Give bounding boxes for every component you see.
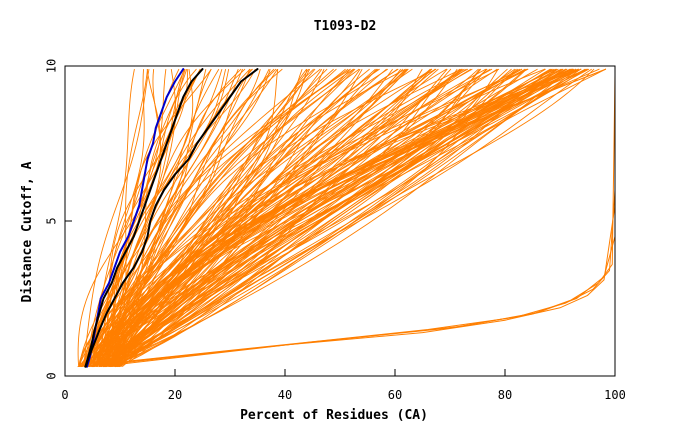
series-line-highlight-3 bbox=[84, 68, 259, 368]
chart-title: T1093-D2 bbox=[314, 19, 377, 34]
plot-area bbox=[64, 65, 616, 377]
series-line-bulk bbox=[84, 68, 201, 367]
series-line-bulk bbox=[106, 68, 571, 368]
series-line-bulk bbox=[91, 68, 567, 368]
series-line-bulk bbox=[110, 68, 586, 368]
bulk-series-group bbox=[77, 68, 615, 368]
series-line-bulk bbox=[102, 68, 589, 367]
series-line-bulk bbox=[85, 68, 334, 367]
series-line-highlight-2 bbox=[84, 68, 204, 368]
series-line-bulk bbox=[110, 68, 577, 367]
series-line-bulk bbox=[77, 68, 197, 367]
x-tick-label: 40 bbox=[278, 388, 292, 402]
series-line-bulk bbox=[111, 68, 568, 368]
x-tick-label: 100 bbox=[604, 388, 626, 402]
series-line-bulk bbox=[96, 68, 437, 367]
y-axis-label: Distance Cutoff, A bbox=[20, 161, 35, 302]
series-line-bulk bbox=[96, 68, 244, 367]
series-line-bulk bbox=[89, 68, 579, 367]
series-line-bulk bbox=[82, 68, 462, 367]
series-line-bulk bbox=[116, 68, 567, 368]
x-tick-label: 0 bbox=[61, 388, 68, 402]
series-line-bulk bbox=[104, 68, 239, 367]
series-line-bulk bbox=[87, 68, 577, 367]
highlight-series-group bbox=[84, 68, 259, 368]
series-line-bulk bbox=[78, 68, 389, 367]
series-line-bulk bbox=[91, 68, 607, 367]
y-tick-label: 0 bbox=[45, 372, 59, 379]
x-axis-label: Percent of Residues (CA) bbox=[240, 408, 428, 423]
series-line-bulk bbox=[105, 68, 590, 368]
series-line-bulk bbox=[118, 68, 380, 367]
series-line-bulk bbox=[83, 69, 150, 367]
series-line-bulk bbox=[109, 68, 582, 367]
series-line-bulk bbox=[78, 68, 529, 367]
series-line-bulk bbox=[92, 68, 586, 367]
series-line-bulk bbox=[104, 68, 562, 368]
series-line-bulk bbox=[78, 68, 387, 367]
y-tick-label: 5 bbox=[45, 217, 59, 224]
x-tick-label: 80 bbox=[498, 388, 512, 402]
series-line-bulk bbox=[117, 68, 303, 368]
series-line-bulk bbox=[81, 68, 521, 367]
series-line-bulk-special bbox=[114, 69, 615, 365]
series-line-bulk bbox=[93, 68, 592, 368]
series-line-bulk bbox=[87, 68, 472, 367]
series-line-bulk bbox=[100, 68, 579, 367]
series-line-bulk bbox=[115, 68, 432, 368]
x-axis: 0 20 40 60 80 100 bbox=[61, 369, 626, 402]
series-line-bulk bbox=[86, 68, 251, 368]
series-line-bulk-special bbox=[136, 69, 615, 361]
y-axis: 0 5 10 bbox=[45, 59, 72, 380]
series-line-bulk bbox=[83, 68, 246, 367]
x-tick-label: 60 bbox=[388, 388, 402, 402]
y-tick-label: 10 bbox=[45, 59, 59, 73]
series-line-bulk bbox=[86, 68, 354, 367]
series-line-bulk bbox=[89, 68, 500, 367]
series-line-bulk bbox=[110, 68, 378, 368]
x-tick-label: 20 bbox=[168, 388, 182, 402]
series-line-bulk bbox=[95, 68, 546, 367]
